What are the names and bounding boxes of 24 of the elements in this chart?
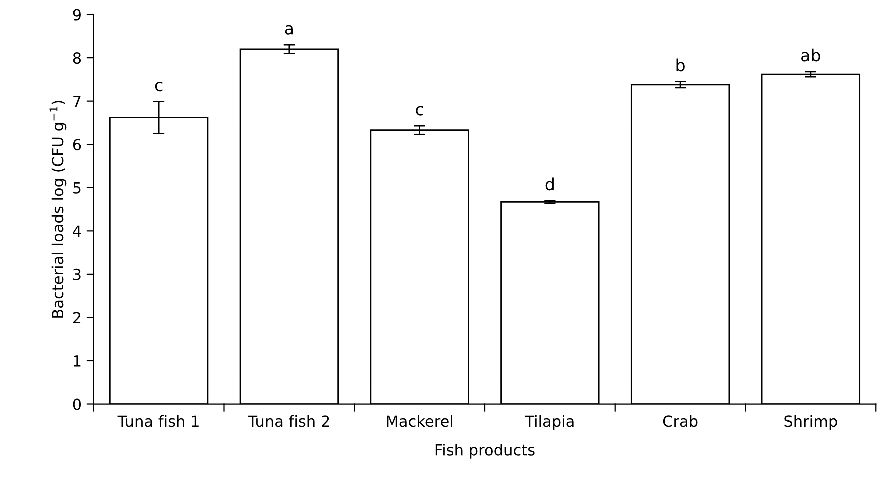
annotation: a — [285, 25, 294, 35]
y-tick-label: 7 — [74, 96, 81, 108]
x-tick-label: Mackerel — [387, 415, 452, 428]
x-tick-label: Tilapia — [525, 415, 574, 430]
annotation: d — [546, 178, 554, 191]
y-tick-label: 9 — [73, 9, 81, 21]
y-tick-label: 0 — [73, 398, 82, 410]
annotation: ab — [802, 48, 820, 62]
y-tick-label: 8 — [73, 52, 82, 64]
x-tick-label: Tuna fish 1 — [118, 415, 199, 428]
x-tick-label: Tuna fish 2 — [248, 415, 330, 428]
y-tick-label: 3 — [74, 268, 81, 280]
annotation: c — [416, 106, 424, 116]
y-tick-label: 1 — [74, 356, 81, 367]
y-tick-label: 4 — [73, 226, 82, 237]
annotation: c — [155, 82, 163, 92]
y-tick-label: 2 — [73, 312, 81, 324]
y-tick-label: 6 — [73, 139, 82, 151]
x-axis-title: Fish products — [436, 444, 535, 459]
x-tick-label: Shrimp — [784, 415, 838, 430]
y-tick-label: 5 — [74, 182, 81, 194]
y-axis-title: Bacterial loads log (CFU g$^{−1}$) — [50, 101, 67, 318]
x-tick-label: Crab — [663, 415, 698, 428]
annotation: b — [676, 58, 685, 72]
